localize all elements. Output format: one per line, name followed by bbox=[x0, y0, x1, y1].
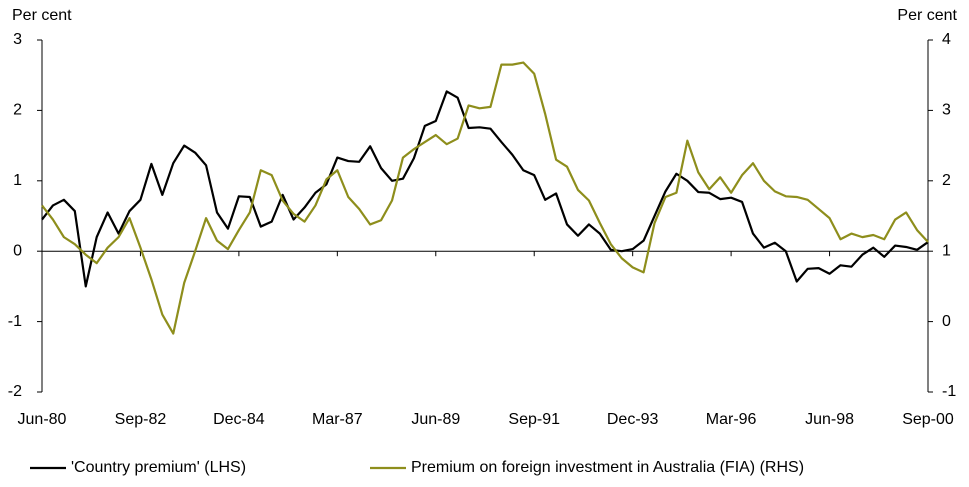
y-tick-label: 1 bbox=[13, 172, 22, 189]
y2-axis-label: Per cent bbox=[897, 7, 957, 24]
x-tick-label: Sep-00 bbox=[902, 411, 954, 428]
y-tick-label: -1 bbox=[8, 313, 22, 330]
y2-tick-label: -1 bbox=[942, 383, 956, 400]
x-tick-label: Dec-84 bbox=[213, 411, 265, 428]
y-tick-label: 3 bbox=[13, 31, 22, 48]
x-tick-label: Sep-91 bbox=[508, 411, 560, 428]
x-tick-label: Mar-87 bbox=[312, 411, 363, 428]
y2-tick-label: 2 bbox=[942, 172, 951, 189]
series-line bbox=[41, 61, 929, 335]
y-tick-label: 0 bbox=[13, 242, 22, 259]
y2-tick-label: 3 bbox=[942, 102, 951, 119]
x-tick-label: Jun-89 bbox=[411, 411, 460, 428]
y-tick-label: 2 bbox=[13, 102, 22, 119]
x-tick-label: Sep-82 bbox=[115, 411, 167, 428]
series-line bbox=[41, 90, 929, 288]
y-axis-label: Per cent bbox=[12, 7, 72, 24]
x-tick-label: Dec-93 bbox=[607, 411, 659, 428]
x-tick-label: Jun-80 bbox=[18, 411, 67, 428]
x-tick-label: Jun-98 bbox=[805, 411, 854, 428]
legend-label: Premium on foreign investment in Austral… bbox=[411, 459, 804, 476]
x-tick-label: Mar-96 bbox=[706, 411, 757, 428]
y2-tick-label: 0 bbox=[942, 313, 951, 330]
y2-tick-label: 1 bbox=[942, 242, 951, 259]
legend-label: 'Country premium' (LHS) bbox=[71, 459, 246, 476]
y2-tick-label: 4 bbox=[942, 31, 951, 48]
y-tick-label: -2 bbox=[8, 383, 22, 400]
